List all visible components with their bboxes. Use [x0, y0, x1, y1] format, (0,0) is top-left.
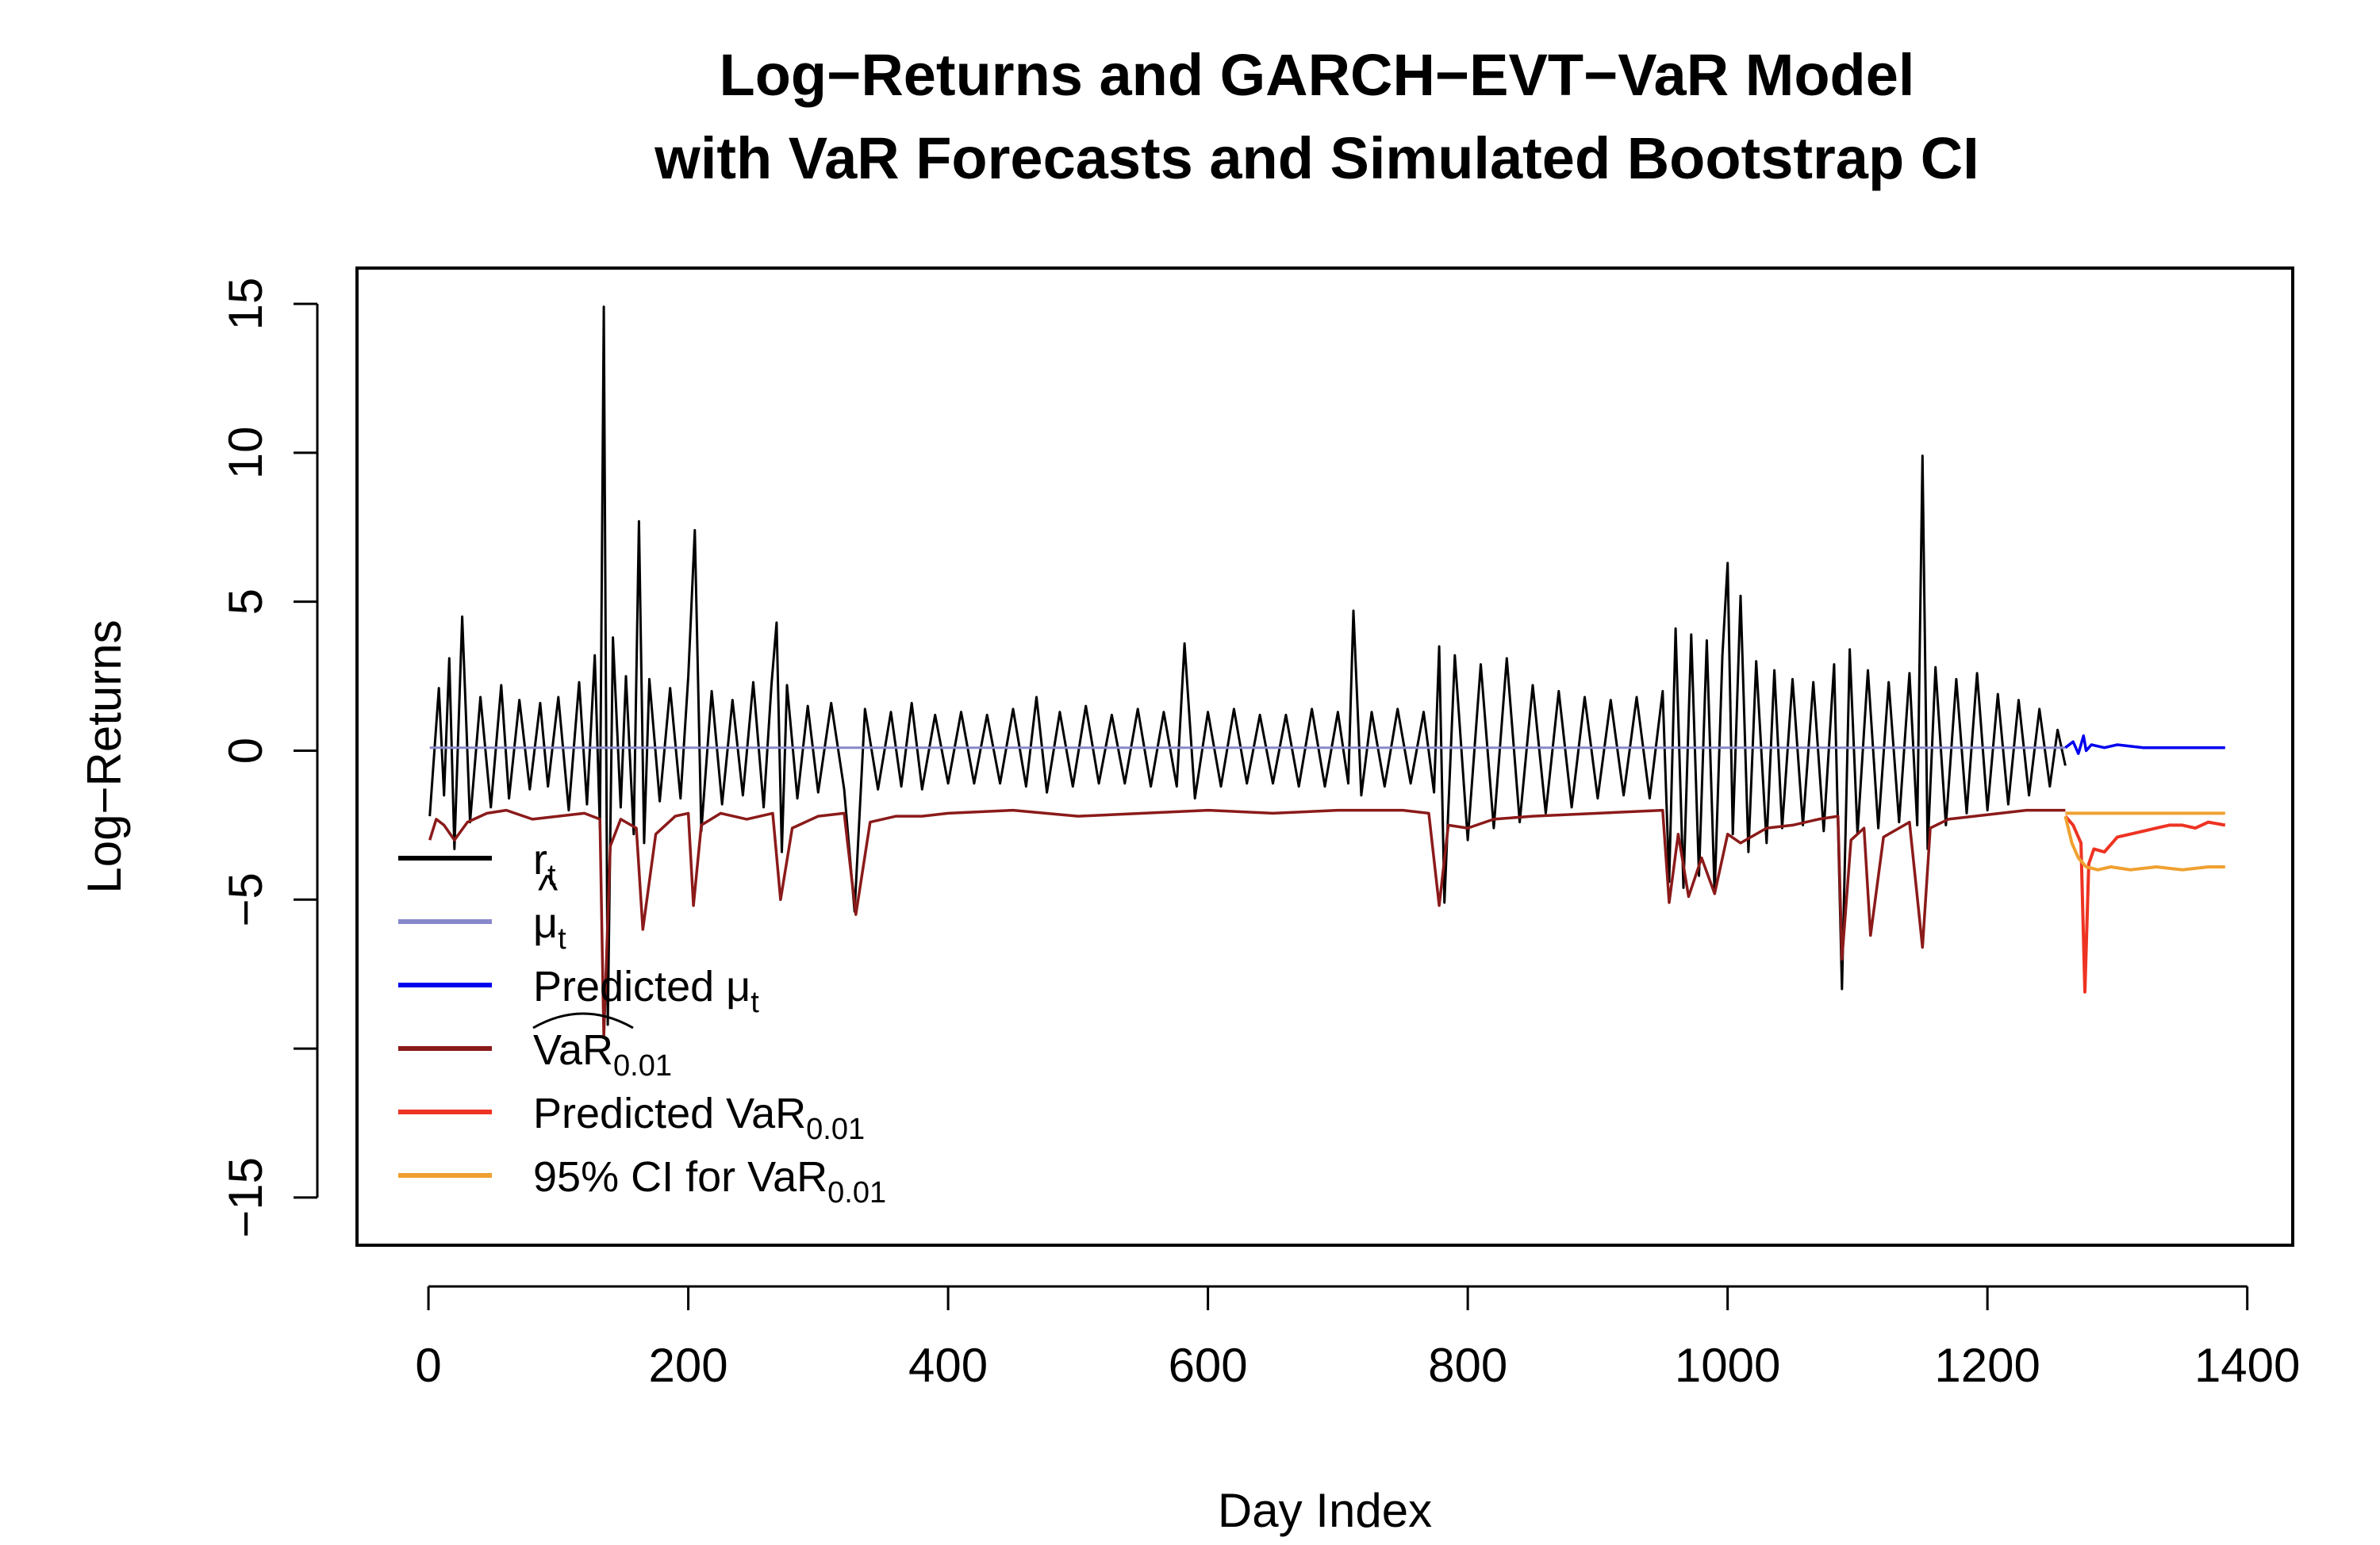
series-layer	[428, 305, 2226, 1038]
legend-label-ci: 95% CI for VaR0.01	[533, 1153, 886, 1210]
x-tick-label: 1200	[1934, 1339, 2040, 1392]
x-tick-label: 0	[415, 1339, 441, 1392]
series-line-ci-lower	[2063, 815, 2225, 872]
legend-widehat-icon	[532, 1012, 634, 1029]
series-line-fitted-var	[428, 808, 2066, 1038]
x-axis: 0 200 400 600 800 1000 1200 1400	[415, 1285, 2300, 1392]
x-tick-label: 1400	[2194, 1339, 2300, 1392]
y-axis-label: Log−Returns	[78, 619, 131, 893]
chart-title-line-2: with VaR Forecasts and Simulated Bootstr…	[654, 125, 1979, 191]
y-tick-label: 0	[219, 738, 272, 764]
legend-label-predicted-mu: Predicted μt	[533, 963, 759, 1019]
x-axis-label: Day Index	[1218, 1484, 1432, 1537]
y-tick-label: 15	[219, 278, 272, 331]
x-tick-label: 200	[649, 1339, 728, 1392]
y-tick-label: −5	[219, 872, 272, 926]
y-tick-label: 5	[219, 588, 272, 615]
plot-frame	[355, 266, 2294, 1247]
x-tick-label: 600	[1169, 1339, 1248, 1392]
legend-hat-icon: ^	[538, 866, 559, 914]
series-line-returns	[428, 305, 2067, 1026]
legend-label-predicted-var: Predicted VaR0.01	[533, 1090, 865, 1146]
legend: rt μt^ Predicted μt VaR0.01 Predicted VaR0.0…	[398, 836, 886, 1210]
x-tick-label: 400	[908, 1339, 988, 1392]
legend-label-returns: rt	[533, 836, 556, 892]
y-tick-label: −15	[219, 1157, 272, 1238]
chart-title-line-1: Log−Returns and GARCH−EVT−VaR Model	[720, 42, 1915, 108]
y-tick-label: 10	[219, 427, 272, 480]
series-line-predicted-mu	[2064, 734, 2225, 755]
legend-label-fitted-mu: μt	[533, 899, 566, 956]
series-line-predicted-var	[2063, 815, 2226, 994]
legend-label-fitted-var: VaR0.01	[533, 1026, 672, 1083]
x-tick-label: 1000	[1675, 1339, 1780, 1392]
y-axis: −15 −5 0 5 10 15	[219, 278, 319, 1238]
x-tick-label: 800	[1428, 1339, 1507, 1392]
